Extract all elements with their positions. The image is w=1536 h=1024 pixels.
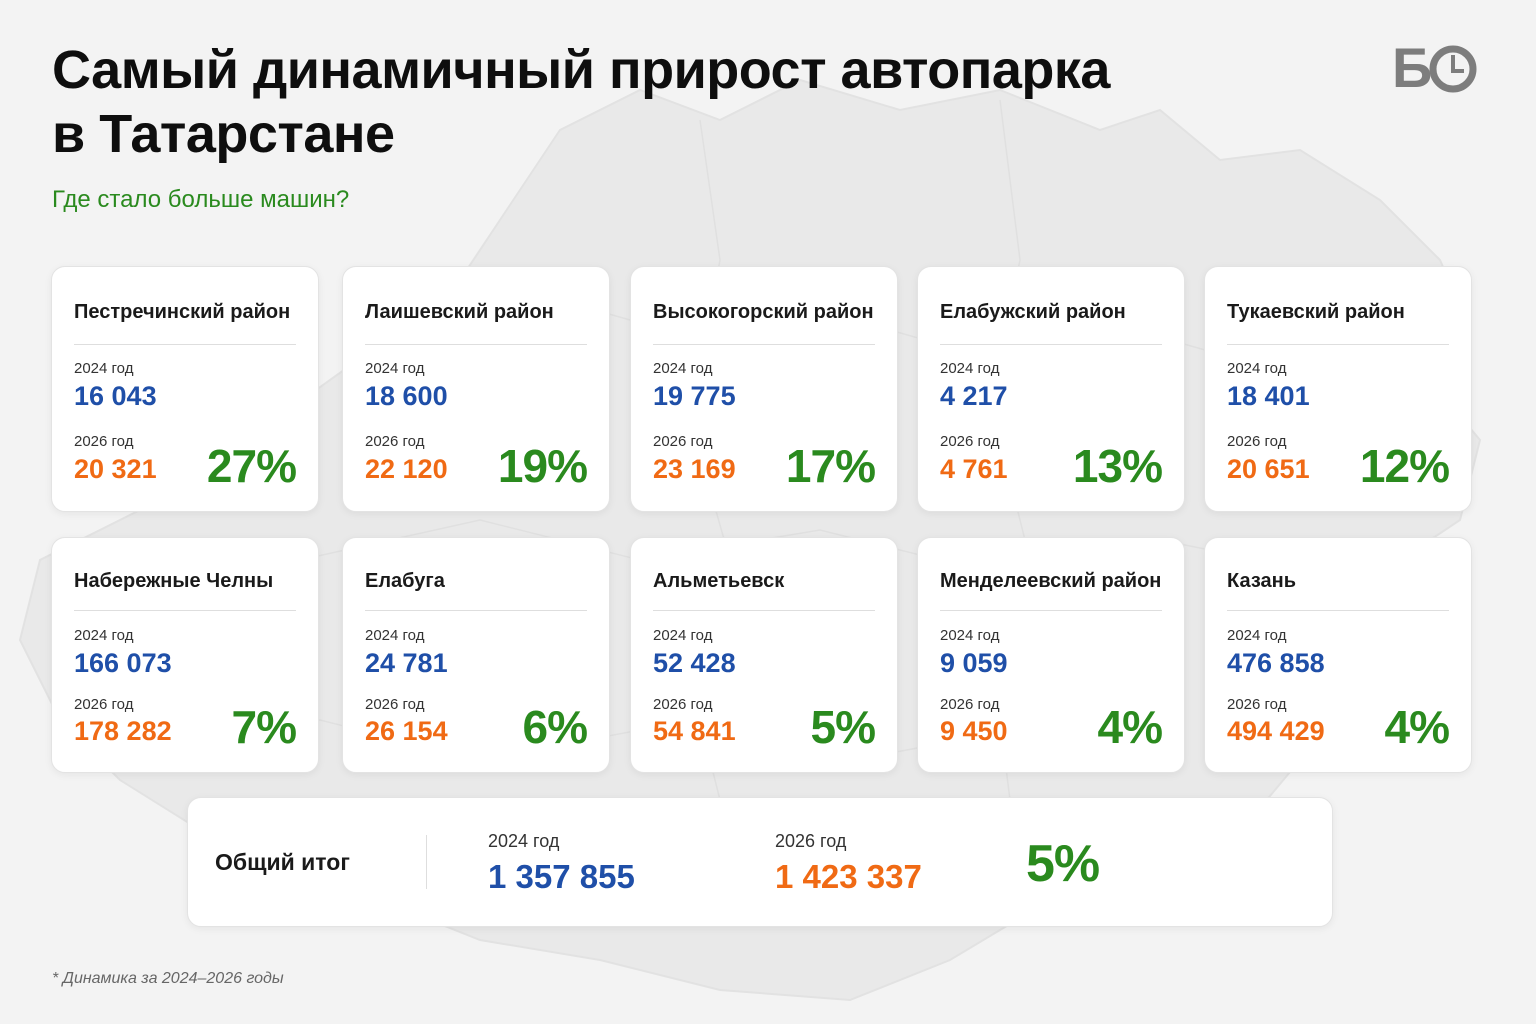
- year-2026-label: 2026 год: [940, 696, 1000, 713]
- clock-icon: [1429, 45, 1477, 93]
- value-2024: 52 428: [653, 648, 736, 678]
- year-2024-label: 2024 год: [365, 360, 425, 377]
- district-name: Лаишевский район: [365, 301, 554, 323]
- year-2026-label: 2026 год: [365, 696, 425, 713]
- value-2024: 476 858: [1227, 648, 1325, 678]
- value-2024: 4 217: [940, 381, 1008, 411]
- district-name: Альметьевск: [653, 570, 785, 592]
- footnote: * Динамика за 2024–2026 годы: [52, 970, 284, 987]
- year-2024-label: 2024 год: [940, 360, 1000, 377]
- district-card: Альметьевск 2024 год 52 428 2026 год 54 …: [630, 537, 898, 773]
- district-name: Набережные Челны: [74, 570, 274, 592]
- card-divider: [1227, 344, 1449, 345]
- district-name: Елабуга: [365, 570, 445, 592]
- card-divider: [74, 610, 296, 611]
- district-card: Менделеевский район 2024 год 9 059 2026 …: [917, 537, 1185, 773]
- growth-percent: 27%: [206, 440, 297, 492]
- value-2024: 24 781: [365, 648, 448, 678]
- value-2026: 26 154: [365, 716, 448, 746]
- logo: Б: [1392, 40, 1484, 96]
- card-divider: [365, 610, 587, 611]
- year-2026-label: 2026 год: [74, 696, 134, 713]
- value-2026: 20 651: [1227, 454, 1310, 484]
- value-2026: 494 429: [1227, 716, 1325, 746]
- total-value-2024: 1 357 855: [488, 858, 635, 895]
- district-name: Менделеевский район: [940, 570, 1162, 592]
- year-2026-label: 2026 год: [653, 696, 713, 713]
- district-card: Высокогорский район 2024 год 19 775 2026…: [630, 266, 898, 512]
- card-divider: [74, 344, 296, 345]
- year-2024-label: 2024 год: [1227, 627, 1287, 644]
- value-2026: 20 321: [74, 454, 157, 484]
- year-2024-label: 2024 год: [653, 360, 713, 377]
- card-divider: [653, 610, 875, 611]
- district-card: Пестречинский район 2024 год 16 043 2026…: [51, 266, 319, 512]
- value-2026: 4 761: [940, 454, 1008, 484]
- growth-percent: 4%: [1097, 701, 1163, 753]
- year-2026-label: 2026 год: [940, 433, 1000, 450]
- district-card: Казань 2024 год 476 858 2026 год 494 429…: [1204, 537, 1472, 773]
- district-card: Тукаевский район 2024 год 18 401 2026 го…: [1204, 266, 1472, 512]
- total-year-2024-label: 2024 год: [488, 831, 560, 851]
- growth-percent: 19%: [497, 440, 588, 492]
- district-name: Высокогорский район: [653, 301, 874, 323]
- year-2026-label: 2026 год: [1227, 433, 1287, 450]
- growth-percent: 4%: [1384, 701, 1450, 753]
- title-line-1: Самый динамичный прирост автопарка: [52, 40, 1110, 100]
- district-card: Лаишевский район 2024 год 18 600 2026 го…: [342, 266, 610, 512]
- total-card: Общий итог 2024 год 1 357 855 2026 год 1…: [187, 797, 1333, 927]
- total-year-2026-label: 2026 год: [775, 831, 847, 851]
- card-divider: [940, 344, 1162, 345]
- growth-percent: 6%: [522, 701, 588, 753]
- year-2024-label: 2024 год: [940, 627, 1000, 644]
- district-card: Елабуга 2024 год 24 781 2026 год 26 154 …: [342, 537, 610, 773]
- growth-percent: 13%: [1072, 440, 1163, 492]
- logo-text: Б: [1392, 36, 1432, 99]
- value-2026: 9 450: [940, 716, 1008, 746]
- year-2026-label: 2026 год: [74, 433, 134, 450]
- title-line-2: в Татарстане: [52, 104, 395, 164]
- value-2026: 54 841: [653, 716, 736, 746]
- district-name: Пестречинский район: [74, 301, 291, 323]
- growth-percent: 12%: [1359, 440, 1450, 492]
- year-2024-label: 2024 год: [365, 627, 425, 644]
- value-2024: 166 073: [74, 648, 172, 678]
- year-2024-label: 2024 год: [74, 360, 134, 377]
- value-2024: 18 600: [365, 381, 448, 411]
- growth-percent: 7%: [231, 701, 297, 753]
- year-2026-label: 2026 год: [365, 433, 425, 450]
- card-divider: [653, 344, 875, 345]
- year-2026-label: 2026 год: [653, 433, 713, 450]
- total-divider: [426, 835, 427, 889]
- value-2024: 16 043: [74, 381, 157, 411]
- district-card: Набережные Челны 2024 год 166 073 2026 г…: [51, 537, 319, 773]
- growth-percent: 5%: [810, 701, 876, 753]
- subtitle: Где стало больше машин?: [52, 186, 350, 213]
- total-value-2026: 1 423 337: [775, 858, 922, 895]
- value-2024: 18 401: [1227, 381, 1310, 411]
- value-2026: 22 120: [365, 454, 448, 484]
- value-2024: 19 775: [653, 381, 736, 411]
- total-label: Общий итог: [215, 849, 350, 875]
- page-title: Самый динамичный прирост автопарка в Тат…: [52, 38, 1202, 166]
- value-2026: 178 282: [74, 716, 172, 746]
- card-divider: [1227, 610, 1449, 611]
- district-card: Елабужский район 2024 год 4 217 2026 год…: [917, 266, 1185, 512]
- card-divider: [365, 344, 587, 345]
- value-2026: 23 169: [653, 454, 736, 484]
- growth-percent: 17%: [785, 440, 876, 492]
- district-name: Тукаевский район: [1227, 301, 1405, 323]
- total-growth-percent: 5%: [1026, 835, 1100, 893]
- district-name: Елабужский район: [940, 301, 1126, 323]
- value-2024: 9 059: [940, 648, 1008, 678]
- year-2024-label: 2024 год: [653, 627, 713, 644]
- year-2024-label: 2024 год: [1227, 360, 1287, 377]
- year-2026-label: 2026 год: [1227, 696, 1287, 713]
- card-divider: [940, 610, 1162, 611]
- district-name: Казань: [1227, 570, 1296, 592]
- year-2024-label: 2024 год: [74, 627, 134, 644]
